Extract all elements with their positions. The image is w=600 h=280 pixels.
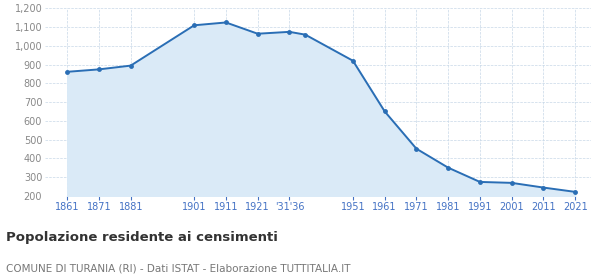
Text: Popolazione residente ai censimenti: Popolazione residente ai censimenti: [6, 231, 278, 244]
Text: COMUNE DI TURANIA (RI) - Dati ISTAT - Elaborazione TUTTITALIA.IT: COMUNE DI TURANIA (RI) - Dati ISTAT - El…: [6, 263, 350, 273]
